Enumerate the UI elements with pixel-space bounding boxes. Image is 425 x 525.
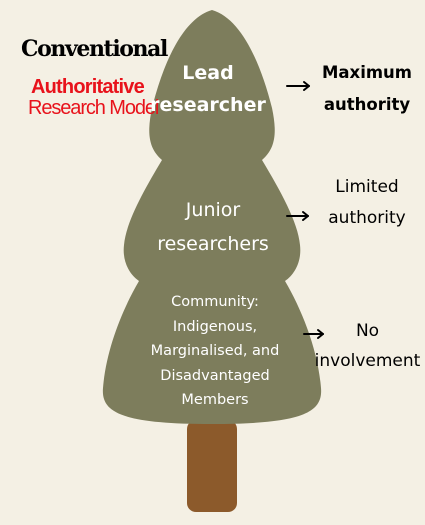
arrow-community: [303, 329, 324, 339]
heading-conventional: Conventional: [21, 36, 168, 62]
level-no-involvement: No involvement: [310, 316, 425, 376]
level-limited-authority: Limited authority: [316, 172, 418, 234]
arrow-junior-head: [302, 211, 309, 221]
tier-community-line: Community:: [171, 294, 259, 310]
tier-community-line: Marginalised, and: [150, 343, 280, 359]
heading-research-model: Research Model: [28, 97, 159, 119]
tier-lead-line: Lead: [182, 62, 234, 84]
arrow-community-head: [317, 329, 324, 339]
level-max-line: Maximum: [322, 63, 412, 82]
arrow-lead: [286, 81, 310, 91]
tier-junior-line: Junior: [185, 199, 241, 221]
tier-junior-line: researchers: [157, 233, 269, 255]
level-maximum-authority: Maximum authority: [314, 57, 420, 121]
tier-lead-researcher: Lead researcher: [146, 57, 270, 121]
level-limited-line: authority: [328, 208, 406, 228]
tree-foliage: [102, 10, 322, 424]
level-none-line: involvement: [314, 351, 421, 371]
tier-community-line: Members: [181, 392, 249, 408]
level-limited-line: Limited: [335, 177, 399, 197]
tree-trunk: [187, 420, 237, 512]
arrow-junior: [286, 211, 309, 221]
tier-community-line: Disadvantaged: [160, 367, 270, 384]
heading-authoritative: Authoritative: [31, 76, 145, 98]
tier-community-members: Community: Indigenous, Marginalised, and…: [141, 290, 289, 413]
tier-lead-line: researcher: [150, 94, 266, 116]
level-none-line: No: [355, 321, 380, 341]
tier-community-line: Indigenous,: [172, 318, 258, 335]
tier-junior-researchers: Junior researchers: [146, 193, 280, 261]
arrow-lead-head: [303, 81, 310, 91]
level-max-line: authority: [323, 95, 411, 114]
